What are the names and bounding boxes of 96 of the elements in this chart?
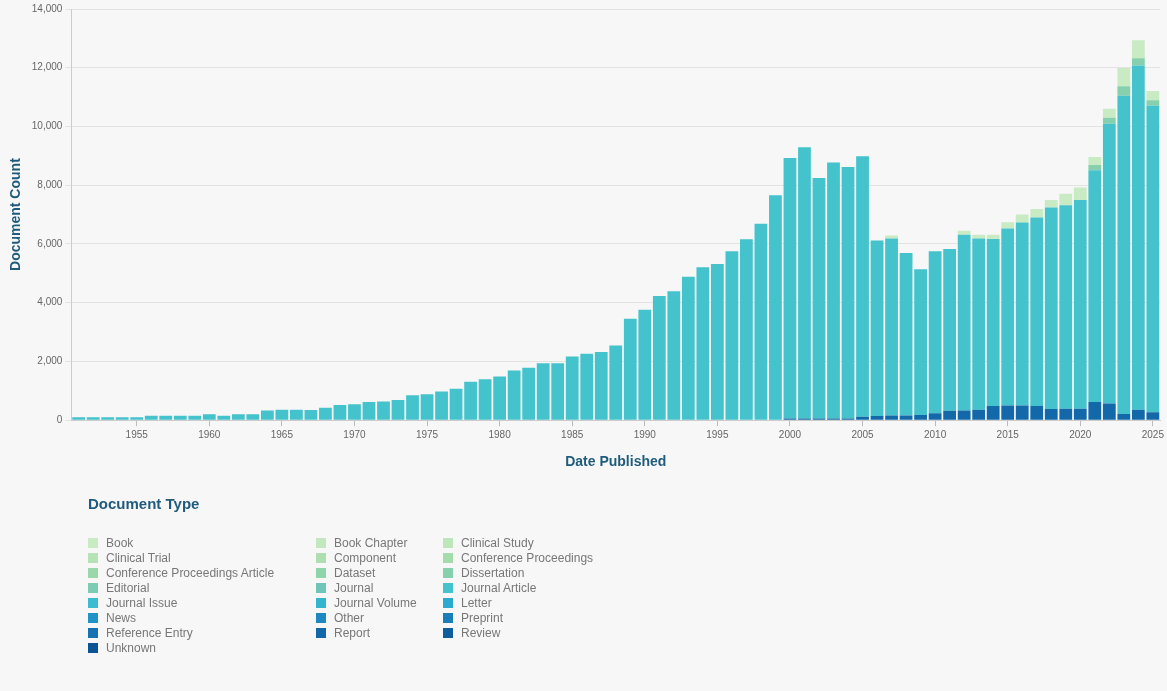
bar: [435, 391, 448, 420]
y-tick-label: 2,000: [37, 355, 63, 367]
bar: [1146, 90, 1160, 101]
bar: [304, 409, 318, 420]
bar: [1117, 68, 1131, 87]
bar: [1102, 117, 1116, 124]
bar: [493, 376, 507, 420]
bar: [1146, 100, 1160, 106]
y-tick-label: 8,000: [37, 178, 63, 190]
legend-label: Book Chapter: [334, 536, 408, 550]
bar: [914, 269, 927, 415]
legend-title: Document Type: [88, 495, 201, 512]
legend-label: Journal Volume: [334, 596, 417, 610]
bar: [377, 401, 390, 420]
bar: [841, 167, 855, 419]
bar: [769, 195, 782, 420]
bar: [348, 404, 361, 420]
bar: [885, 238, 898, 416]
y-axis-title: Document Count: [7, 157, 24, 271]
bar: [885, 415, 898, 420]
x-tick-label: 1970: [343, 428, 367, 440]
bar: [856, 156, 869, 417]
bar: [754, 223, 768, 420]
x-axis-title: Date Published: [565, 453, 667, 470]
bar: [1073, 187, 1087, 200]
bar: [1102, 108, 1116, 118]
bar: [870, 416, 884, 420]
y-tick-label: 0: [56, 413, 63, 425]
x-tick-label: 2000: [778, 428, 802, 440]
bar: [827, 162, 840, 419]
legend-label: Editorial: [106, 581, 150, 595]
legend-label: News: [106, 611, 137, 625]
legend-label: Unknown: [106, 641, 157, 655]
bar: [798, 147, 811, 419]
legend-label: Journal Issue: [106, 596, 178, 610]
legend-label: Dataset: [334, 566, 376, 580]
legend-label: Reference Entry: [106, 626, 193, 640]
legend-label: Review: [461, 626, 501, 640]
legend-label: Book: [106, 536, 134, 550]
bar: [72, 417, 86, 420]
x-tick-label: 2015: [996, 428, 1020, 440]
x-tick-label: 1990: [633, 428, 657, 440]
legend-label: Report: [334, 626, 371, 640]
bar: [1131, 58, 1145, 66]
x-tick-label: 1975: [415, 428, 439, 440]
bar: [783, 157, 797, 419]
legend-label: Other: [334, 611, 365, 625]
bar: [333, 404, 347, 420]
bar: [740, 239, 753, 420]
x-tick-label: 2005: [851, 428, 875, 440]
bar: [986, 234, 1000, 239]
x-tick-label: 2025: [1141, 428, 1165, 440]
x-tick-label: 1955: [125, 428, 149, 440]
bar: [957, 230, 971, 235]
bar: [478, 379, 492, 420]
bar: [449, 388, 463, 420]
bar: [290, 409, 303, 420]
y-tick-label: 12,000: [31, 61, 63, 73]
bar: [870, 240, 884, 417]
y-tick-label: 10,000: [31, 120, 63, 132]
bar: [1088, 164, 1102, 171]
legend-label: Clinical Trial: [106, 551, 171, 565]
x-tick-label: 1985: [561, 428, 584, 440]
bar: [362, 401, 376, 420]
bar: [319, 407, 332, 420]
legend-label: Component: [334, 551, 397, 565]
bar: [856, 416, 869, 420]
bar: [885, 235, 898, 239]
legend-label: Preprint: [461, 611, 504, 625]
bar: [914, 414, 927, 420]
bar: [1088, 157, 1102, 165]
bar: [1001, 222, 1015, 229]
x-tick-label: 2020: [1069, 428, 1092, 440]
legend-label: Clinical Study: [461, 536, 534, 550]
bar: [1131, 40, 1145, 59]
bar: [391, 399, 405, 420]
bar: [420, 394, 434, 420]
bar: [406, 395, 419, 420]
legend-label: Journal Article: [461, 581, 537, 595]
x-tick-label: 1965: [270, 428, 294, 440]
legend-label: Dissertation: [461, 566, 525, 580]
x-tick-label: 1995: [706, 428, 729, 440]
y-tick-label: 6,000: [37, 237, 63, 249]
legend-label: Conference Proceedings Article: [106, 566, 275, 580]
x-tick-label: 1980: [488, 428, 512, 440]
y-tick-label: 4,000: [37, 296, 63, 308]
legend-label: Letter: [461, 596, 492, 610]
bar: [812, 177, 826, 419]
bar: [464, 381, 477, 420]
y-tick-label: 14,000: [31, 2, 63, 14]
x-tick-label: 2010: [923, 428, 947, 440]
bar: [1117, 86, 1131, 96]
x-tick-label: 1960: [198, 428, 221, 440]
bar: [899, 253, 913, 416]
legend-label: Conference Proceedings: [461, 551, 594, 565]
legend-label: Journal: [334, 581, 374, 595]
